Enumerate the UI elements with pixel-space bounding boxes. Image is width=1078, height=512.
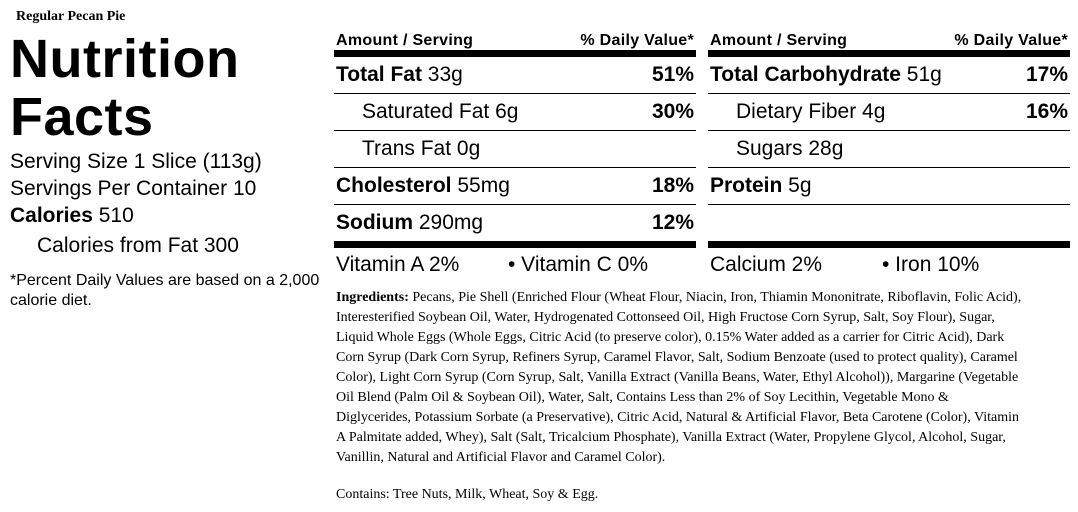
protein-amount: 5g [782, 174, 812, 197]
trans-fat-row: Trans Fat 0g [334, 131, 696, 167]
total-fat-label: Total Fat [336, 63, 422, 86]
blank-row [708, 205, 1070, 241]
calories-from-fat: Calories from Fat 300 [37, 234, 239, 257]
thick-divider [708, 241, 1070, 248]
protein-label: Protein [710, 174, 783, 197]
dietary-fiber-dv: 16% [1025, 100, 1068, 123]
ingredients: Ingredients: Pecans, Pie Shell (Enriched… [336, 288, 1026, 468]
ingredients-label: Ingredients: [336, 290, 409, 305]
title-line-1: Nutrition [10, 29, 240, 89]
nutrition-facts-title: Nutrition Facts [10, 30, 330, 146]
sugars-row: Sugars 28g [708, 131, 1070, 167]
sodium-label: Sodium [336, 211, 413, 234]
total-carbohydrate-row: Total Carbohydrate 51g 17% [708, 57, 1070, 93]
thick-divider [708, 50, 1070, 57]
total-carbohydrate-dv: 17% [1025, 63, 1068, 86]
thick-divider [334, 241, 696, 248]
allergen-contains: Contains: Tree Nuts, Milk, Wheat, Soy & … [336, 487, 599, 502]
ingredients-text: Pecans, Pie Shell (Enriched Flour (Wheat… [336, 290, 1022, 465]
protein-row: Protein 5g [708, 168, 1070, 204]
divider [334, 204, 696, 205]
total-fat-dv: 51% [651, 63, 694, 86]
calories: Calories 510 [10, 203, 134, 229]
divider [708, 93, 1070, 94]
mineral-row: Calcium 2% • Iron 10% [708, 248, 1070, 282]
sugars-label: Sugars 28g [736, 137, 844, 160]
total-fat-amount: 33g [421, 63, 463, 86]
vitamin-c: • Vitamin C 0% [508, 253, 649, 276]
amount-serving-label: Amount / Serving [336, 32, 474, 49]
sodium-dv: 12% [651, 211, 694, 234]
total-fat-row: Total Fat 33g 51% [334, 57, 696, 93]
amount-serving-label: Amount / Serving [710, 32, 848, 49]
divider [708, 130, 1070, 131]
title-line-2: Facts [10, 87, 154, 147]
trans-fat-label: Trans Fat 0g [362, 137, 481, 160]
cholesterol-dv: 18% [651, 174, 694, 197]
daily-value-label: % Daily Value* [954, 32, 1068, 49]
divider [708, 167, 1070, 168]
panel-header: Amount / Serving % Daily Value* [334, 24, 696, 50]
divider [708, 204, 1070, 205]
saturated-fat-label: Saturated Fat 6g [362, 100, 519, 123]
servings-per-container: Servings Per Container 10 [10, 177, 257, 200]
dietary-fiber-row: Dietary Fiber 4g 16% [708, 94, 1070, 130]
divider [334, 130, 696, 131]
product-name: Regular Pecan Pie [16, 9, 126, 24]
serving-size: Serving Size 1 Slice (113g) [10, 150, 262, 173]
nutrient-panel-left: Amount / Serving % Daily Value* Total Fa… [334, 24, 696, 282]
sodium-row: Sodium 290mg 12% [334, 205, 696, 241]
dietary-fiber-label: Dietary Fiber 4g [736, 100, 886, 123]
cholesterol-label: Cholesterol [336, 174, 452, 197]
divider [334, 93, 696, 94]
cholesterol-amount: 55mg [451, 174, 510, 197]
saturated-fat-row: Saturated Fat 6g 30% [334, 94, 696, 130]
nutrient-panel-right: Amount / Serving % Daily Value* Total Ca… [708, 24, 1070, 282]
iron: • Iron 10% [882, 253, 980, 276]
daily-value-label: % Daily Value* [580, 32, 694, 49]
calories-value: 510 [92, 204, 134, 227]
daily-value-footnote: *Percent Daily Values are based on a 2,0… [10, 272, 320, 309]
vitamin-a: Vitamin A 2% [336, 253, 460, 276]
divider [334, 167, 696, 168]
total-carbohydrate-amount: 51g [900, 63, 942, 86]
sodium-amount: 290mg [413, 211, 484, 234]
saturated-fat-dv: 30% [651, 100, 694, 123]
thick-divider [334, 50, 696, 57]
calories-label: Calories [10, 204, 93, 227]
calcium: Calcium 2% [710, 253, 823, 276]
total-carbohydrate-label: Total Carbohydrate [710, 63, 901, 86]
cholesterol-row: Cholesterol 55mg 18% [334, 168, 696, 204]
panel-header: Amount / Serving % Daily Value* [708, 24, 1070, 50]
vitamin-row: Vitamin A 2% • Vitamin C 0% [334, 248, 696, 282]
